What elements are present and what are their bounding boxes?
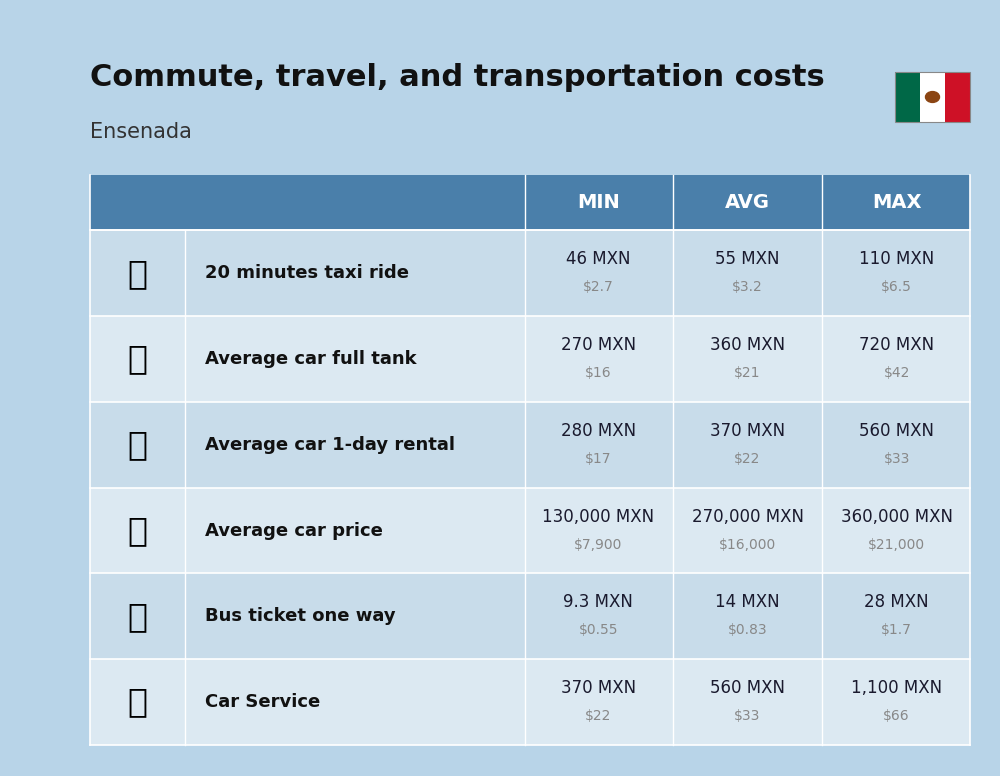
Text: 1,100 MXN: 1,100 MXN bbox=[851, 679, 942, 697]
FancyBboxPatch shape bbox=[90, 230, 970, 317]
FancyBboxPatch shape bbox=[90, 317, 970, 402]
FancyBboxPatch shape bbox=[90, 175, 970, 230]
Text: 28 MXN: 28 MXN bbox=[864, 594, 929, 611]
Text: Average car price: Average car price bbox=[205, 521, 383, 539]
Circle shape bbox=[926, 92, 940, 102]
Text: $16: $16 bbox=[585, 366, 612, 380]
Text: $17: $17 bbox=[585, 452, 612, 466]
FancyBboxPatch shape bbox=[920, 72, 945, 123]
Text: 9.3 MXN: 9.3 MXN bbox=[563, 594, 633, 611]
Text: $7,900: $7,900 bbox=[574, 538, 623, 552]
Text: 🔧: 🔧 bbox=[128, 685, 148, 719]
Text: 55 MXN: 55 MXN bbox=[715, 251, 780, 268]
Text: 270,000 MXN: 270,000 MXN bbox=[692, 508, 804, 525]
Text: 560 MXN: 560 MXN bbox=[710, 679, 785, 697]
FancyBboxPatch shape bbox=[90, 659, 970, 745]
Text: AVG: AVG bbox=[725, 193, 770, 212]
Text: $0.83: $0.83 bbox=[728, 623, 767, 637]
Text: $6.5: $6.5 bbox=[881, 280, 912, 294]
Text: ⛽: ⛽ bbox=[128, 342, 148, 376]
Text: 🚕: 🚕 bbox=[128, 257, 148, 290]
FancyBboxPatch shape bbox=[895, 72, 920, 123]
FancyBboxPatch shape bbox=[90, 402, 970, 487]
Text: $22: $22 bbox=[734, 452, 761, 466]
Text: 110 MXN: 110 MXN bbox=[859, 251, 934, 268]
Text: $66: $66 bbox=[883, 709, 910, 723]
Text: $0.55: $0.55 bbox=[579, 623, 618, 637]
Text: $2.7: $2.7 bbox=[583, 280, 614, 294]
Text: 🚌: 🚌 bbox=[128, 600, 148, 633]
Text: Average car full tank: Average car full tank bbox=[205, 350, 417, 368]
Text: $33: $33 bbox=[734, 709, 761, 723]
Text: 14 MXN: 14 MXN bbox=[715, 594, 780, 611]
Text: 280 MXN: 280 MXN bbox=[561, 422, 636, 440]
Text: 720 MXN: 720 MXN bbox=[859, 336, 934, 354]
Text: 270 MXN: 270 MXN bbox=[561, 336, 636, 354]
FancyBboxPatch shape bbox=[90, 487, 970, 573]
Text: $33: $33 bbox=[883, 452, 910, 466]
Text: Bus ticket one way: Bus ticket one way bbox=[205, 608, 396, 625]
Text: Commute, travel, and transportation costs: Commute, travel, and transportation cost… bbox=[90, 63, 825, 92]
Text: Ensenada: Ensenada bbox=[90, 122, 192, 142]
Text: $1.7: $1.7 bbox=[881, 623, 912, 637]
Text: 370 MXN: 370 MXN bbox=[561, 679, 636, 697]
Text: $16,000: $16,000 bbox=[719, 538, 776, 552]
Text: MAX: MAX bbox=[872, 193, 921, 212]
Text: 20 minutes taxi ride: 20 minutes taxi ride bbox=[205, 265, 409, 282]
Text: 360 MXN: 360 MXN bbox=[710, 336, 785, 354]
Text: $21: $21 bbox=[734, 366, 761, 380]
FancyBboxPatch shape bbox=[945, 72, 970, 123]
Text: 130,000 MXN: 130,000 MXN bbox=[542, 508, 654, 525]
Text: 560 MXN: 560 MXN bbox=[859, 422, 934, 440]
Text: $21,000: $21,000 bbox=[868, 538, 925, 552]
Text: $3.2: $3.2 bbox=[732, 280, 763, 294]
Text: $42: $42 bbox=[883, 366, 910, 380]
Text: 360,000 MXN: 360,000 MXN bbox=[841, 508, 953, 525]
Text: 46 MXN: 46 MXN bbox=[566, 251, 631, 268]
Text: 🚗: 🚗 bbox=[128, 514, 148, 547]
FancyBboxPatch shape bbox=[90, 573, 970, 659]
Text: 370 MXN: 370 MXN bbox=[710, 422, 785, 440]
Text: Car Service: Car Service bbox=[205, 693, 320, 711]
Text: Average car 1-day rental: Average car 1-day rental bbox=[205, 436, 455, 454]
Text: $22: $22 bbox=[585, 709, 612, 723]
Text: MIN: MIN bbox=[577, 193, 620, 212]
Text: 🚙: 🚙 bbox=[128, 428, 148, 462]
